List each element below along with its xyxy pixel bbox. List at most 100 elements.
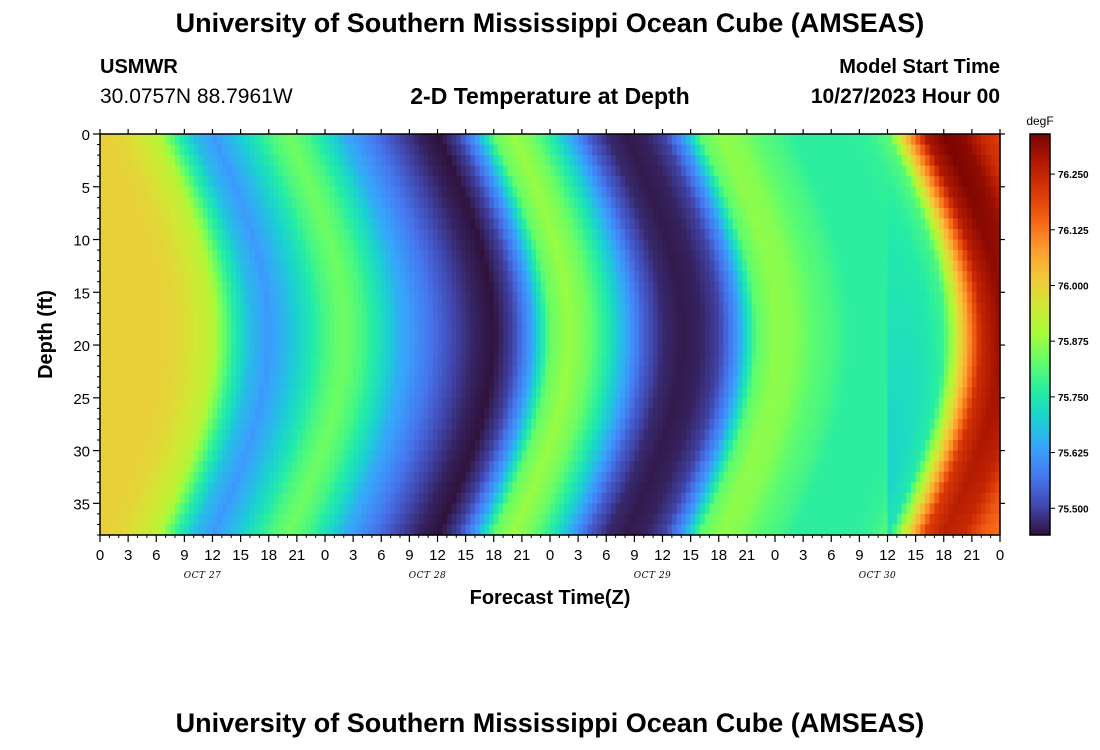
heatmap-cell — [737, 387, 743, 399]
heatmap-cell — [470, 334, 476, 346]
heatmap-cell — [301, 218, 307, 230]
heatmap-cell — [400, 345, 406, 357]
heatmap-cell — [432, 355, 439, 367]
heatmap-cell — [385, 260, 392, 272]
heatmap-cell — [882, 355, 889, 367]
heatmap-cell — [779, 239, 785, 251]
heatmap-cell — [175, 292, 181, 304]
heatmap-cell — [165, 207, 171, 220]
heatmap-cell — [971, 134, 978, 146]
heatmap-cell — [587, 313, 593, 325]
heatmap-cell — [418, 323, 425, 336]
heatmap-cell — [100, 239, 106, 251]
heatmap-cell — [840, 376, 846, 388]
heatmap-cell — [292, 323, 298, 336]
heatmap-cell — [540, 207, 546, 220]
heatmap-cell — [287, 165, 293, 177]
heatmap-cell — [259, 155, 265, 167]
heatmap-cell — [292, 387, 298, 399]
heatmap-cell — [737, 355, 743, 367]
heatmap-cell — [906, 334, 912, 346]
heatmap-cell — [831, 271, 837, 283]
heatmap-cell — [292, 281, 298, 293]
heatmap-cell — [123, 228, 129, 241]
heatmap-cell — [981, 334, 987, 346]
heatmap-cell — [142, 250, 148, 262]
heatmap-cell — [746, 366, 753, 378]
heatmap-cell — [301, 239, 307, 251]
heatmap-cell — [784, 355, 790, 367]
heatmap-cell — [676, 281, 682, 293]
heatmap-cell — [418, 366, 425, 378]
heatmap-cell — [775, 134, 781, 146]
heatmap-cell — [207, 387, 214, 399]
heatmap-cell — [671, 260, 678, 272]
heatmap-cell — [606, 345, 612, 357]
heatmap-cell — [854, 176, 860, 188]
heatmap-cell — [882, 218, 889, 230]
heatmap-cell — [732, 366, 739, 378]
heatmap-cell — [896, 165, 903, 177]
heatmap-cell — [648, 376, 654, 388]
heatmap-cell — [165, 228, 171, 241]
heatmap-cell — [320, 186, 326, 198]
heatmap-cell — [395, 228, 401, 241]
heatmap-cell — [437, 366, 443, 378]
heatmap-cell — [531, 155, 537, 167]
heatmap-cell — [357, 144, 364, 156]
heatmap-cell — [409, 323, 415, 336]
heatmap-cell — [531, 302, 537, 314]
heatmap-cell — [512, 271, 518, 283]
heatmap-cell — [803, 292, 809, 304]
heatmap-cell — [385, 165, 392, 177]
heatmap-cell — [109, 271, 115, 283]
heatmap-cell — [976, 292, 982, 304]
heatmap-cell — [657, 207, 664, 220]
heatmap-cell — [259, 292, 265, 304]
heatmap-cell — [428, 334, 434, 346]
heatmap-cell — [189, 323, 195, 336]
heatmap-cell — [934, 313, 940, 325]
heatmap-cell — [550, 155, 556, 167]
heatmap-cell — [995, 260, 1001, 272]
heatmap-cell — [878, 345, 884, 357]
heatmap-cell — [685, 292, 692, 304]
heatmap-cell — [245, 176, 251, 188]
heatmap-cell — [320, 366, 326, 378]
heatmap-cell — [606, 250, 612, 262]
heatmap-cell — [404, 271, 410, 283]
heatmap-cell — [503, 355, 509, 367]
heatmap-cell — [287, 144, 293, 156]
heatmap-cell — [250, 281, 256, 293]
heatmap-cell — [357, 355, 364, 367]
heatmap-cell — [446, 313, 453, 325]
heatmap-cell — [442, 176, 448, 188]
heatmap-cell — [118, 165, 125, 177]
heatmap-cell — [404, 281, 410, 293]
heatmap-cell — [193, 186, 200, 198]
heatmap-cell — [517, 218, 523, 230]
heatmap-cell — [385, 387, 392, 399]
heatmap-cell — [390, 260, 396, 272]
heatmap-cell — [367, 355, 373, 367]
heatmap-cell — [840, 207, 846, 220]
heatmap-cell — [235, 323, 242, 336]
heatmap-cell — [109, 197, 115, 209]
heatmap-cell — [714, 165, 720, 177]
heatmap-cell — [212, 355, 218, 367]
heatmap-cell — [662, 313, 668, 325]
heatmap-cell — [395, 218, 401, 230]
heatmap-cell — [906, 176, 912, 188]
heatmap-cell — [892, 218, 898, 230]
heatmap-cell — [282, 302, 289, 314]
heatmap-cell — [807, 366, 814, 378]
heatmap-cell — [667, 376, 673, 388]
heatmap-cell — [667, 250, 673, 262]
heatmap-cell — [343, 345, 350, 357]
heatmap-cell — [493, 260, 500, 272]
heatmap-cell — [826, 387, 832, 399]
heatmap-cell — [657, 376, 664, 388]
heatmap-cell — [418, 218, 425, 230]
heatmap-cell — [812, 228, 818, 241]
heatmap-cell — [554, 366, 560, 378]
